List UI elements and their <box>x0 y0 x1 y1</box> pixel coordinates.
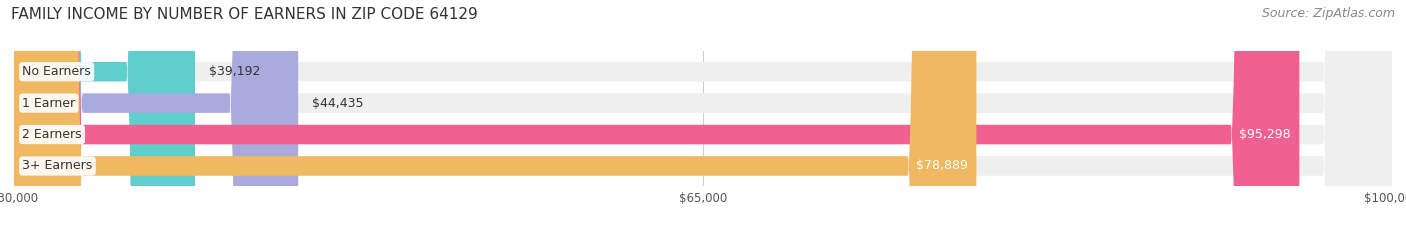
Text: Source: ZipAtlas.com: Source: ZipAtlas.com <box>1261 7 1395 20</box>
Text: 2 Earners: 2 Earners <box>22 128 82 141</box>
FancyBboxPatch shape <box>14 0 1299 233</box>
FancyBboxPatch shape <box>14 0 195 233</box>
Text: 1 Earner: 1 Earner <box>22 97 76 110</box>
FancyBboxPatch shape <box>14 0 976 233</box>
Text: $78,889: $78,889 <box>917 159 969 172</box>
Text: $44,435: $44,435 <box>312 97 364 110</box>
Text: No Earners: No Earners <box>22 65 91 78</box>
FancyBboxPatch shape <box>14 0 1392 233</box>
Text: $39,192: $39,192 <box>208 65 260 78</box>
Text: $95,298: $95,298 <box>1240 128 1291 141</box>
Text: FAMILY INCOME BY NUMBER OF EARNERS IN ZIP CODE 64129: FAMILY INCOME BY NUMBER OF EARNERS IN ZI… <box>11 7 478 22</box>
FancyBboxPatch shape <box>14 0 1392 233</box>
FancyBboxPatch shape <box>14 0 1392 233</box>
FancyBboxPatch shape <box>14 0 1392 233</box>
Text: 3+ Earners: 3+ Earners <box>22 159 93 172</box>
FancyBboxPatch shape <box>14 0 298 233</box>
